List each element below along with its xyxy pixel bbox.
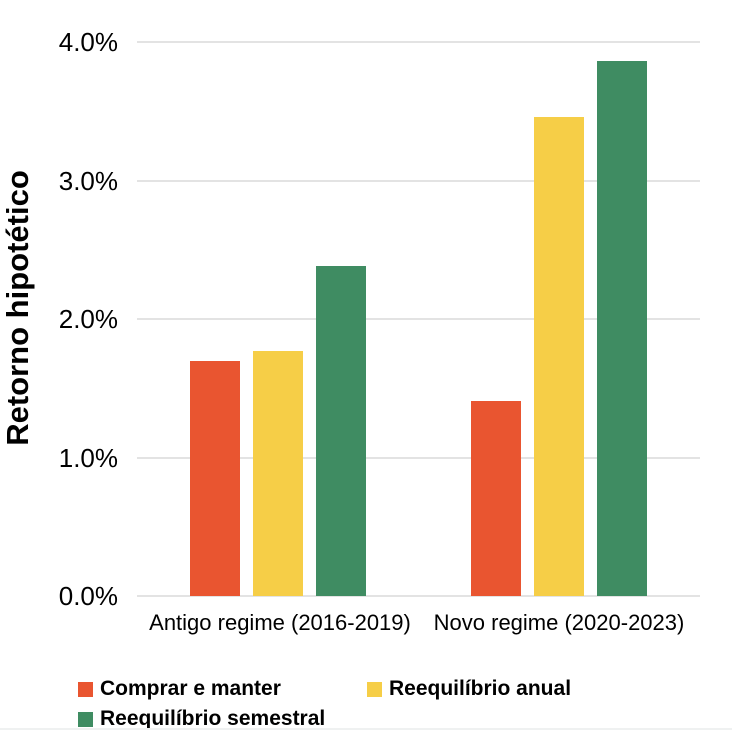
bar-reequilibrio-semestral-novo-regime-2020-2023 [597,61,648,596]
legend: Comprar e manter Reequilíbrio anual Reeq… [78,674,571,731]
gridline-2-0 [137,318,700,320]
bar-reequilibrio-anual-antigo-regime-2016-2019 [252,350,303,596]
legend-label-comprar-e-manter: Comprar e manter [100,677,281,700]
y-tick-label-2-0: 2.0% [58,304,118,334]
gridline-3-0 [137,179,700,182]
gridline-0-0 [137,595,700,597]
legend-item-comprar-e-manter: Comprar e manter [78,674,367,704]
legend-swatch-green-icon [78,711,93,727]
x-axis-label-antigo-regime: Antigo regime (2016-2019) [149,610,411,635]
y-tick-label-3-0: 3.0% [58,165,118,196]
y-tick-label-1-0: 1.0% [58,442,118,473]
bar-comprar-e-manter-antigo-regime-2016-2019 [189,360,240,596]
y-tick-label-0-0: 0.0% [58,581,118,611]
x-axis-label-novo-regime: Novo regime (2020-2023) [433,610,685,635]
legend-item-reequilibrio-anual: Reequilíbrio anual [367,674,571,704]
plot-area [137,41,700,597]
legend-swatch-yellow-icon [367,681,382,697]
legend-label-reequilibrio-semestral: Reequilíbrio semestral [100,707,326,730]
bar-reequilibrio-anual-novo-regime-2020-2023 [534,116,585,596]
gridline-4-0 [137,41,700,43]
bar-reequilibrio-semestral-antigo-regime-2016-2019 [315,266,366,596]
y-tick-label-4-0: 4.0% [58,27,118,57]
bar-comprar-e-manter-novo-regime-2020-2023 [471,400,522,596]
legend-label-reequilibrio-anual: Reequilíbrio anual [389,677,572,700]
bottom-divider [0,728,732,730]
legend-swatch-orange-icon [78,681,93,697]
legend-item-reequilibrio-semestral: Reequilíbrio semestral [78,704,367,731]
gridline-1-0 [137,456,700,459]
